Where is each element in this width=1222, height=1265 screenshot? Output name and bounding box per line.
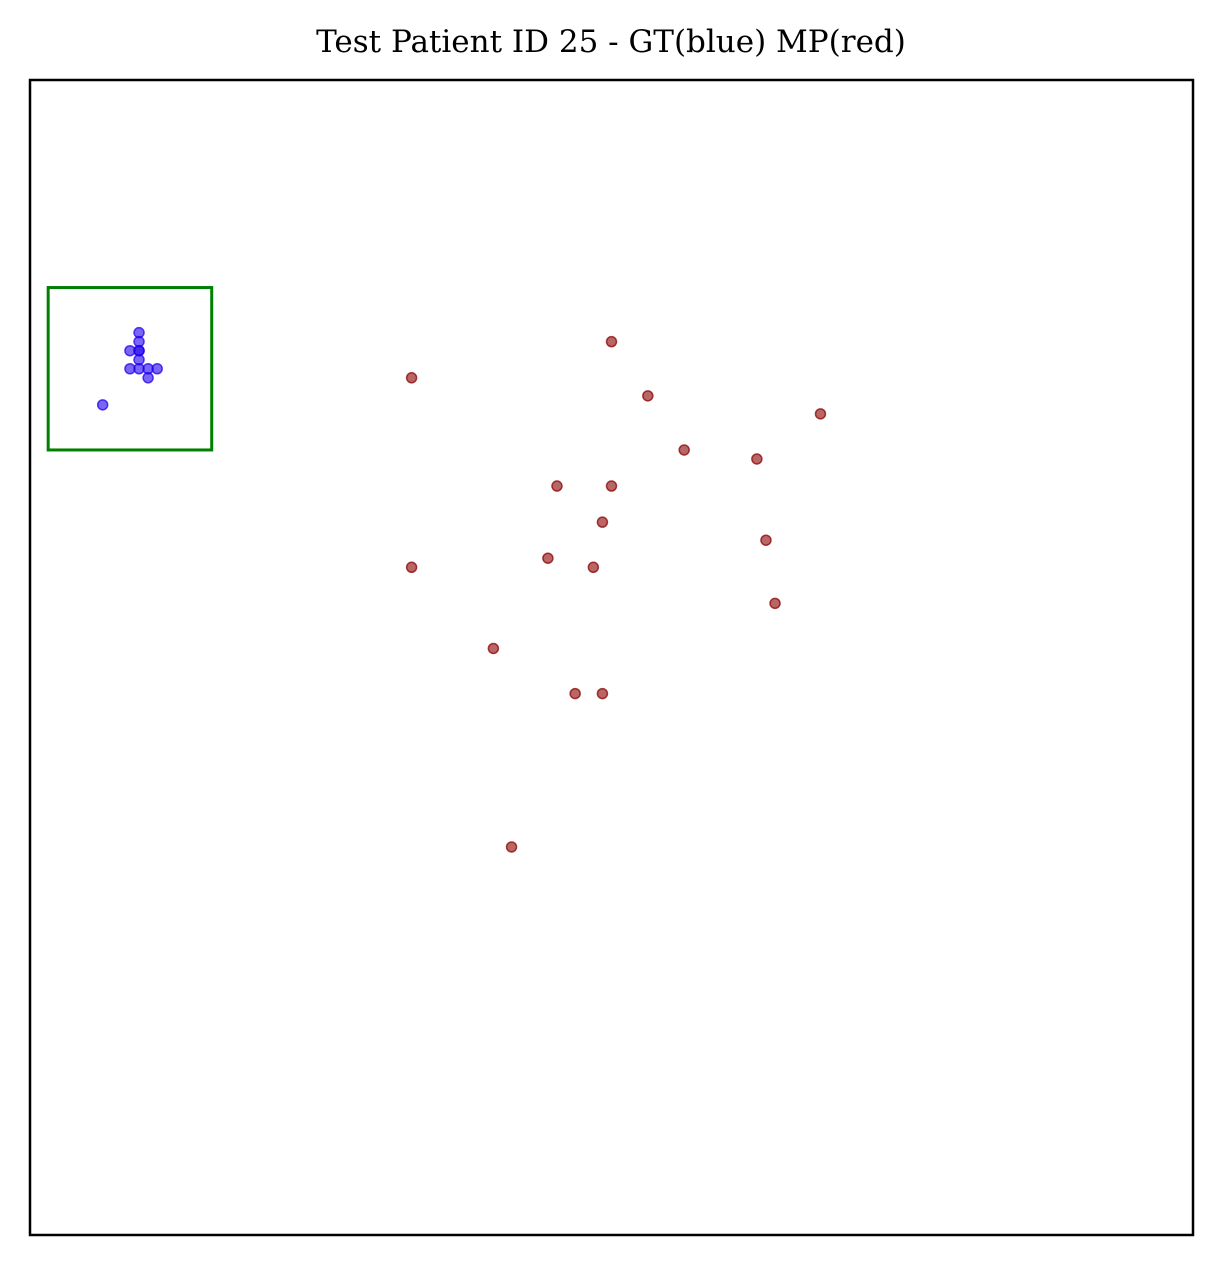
- mp-point: [760, 534, 772, 546]
- mp-point: [505, 841, 518, 853]
- mp-point: [596, 687, 609, 700]
- gt-point: [142, 372, 154, 384]
- mp-point: [596, 516, 609, 528]
- mp-point: [814, 408, 827, 420]
- mp-point: [569, 687, 581, 700]
- chart-title: Test Patient ID 25 - GT(blue) MP(red): [316, 24, 906, 60]
- mp-point: [642, 390, 654, 402]
- mp-point: [487, 642, 500, 655]
- mp-point: [769, 597, 781, 610]
- mp-point: [551, 480, 563, 492]
- mp-point: [605, 480, 618, 492]
- series-gt: [96, 326, 163, 411]
- gt-point: [151, 363, 163, 375]
- mp-point: [605, 335, 618, 348]
- gt-point: [96, 399, 109, 411]
- mp-point: [587, 561, 600, 574]
- series-mp: [405, 335, 827, 853]
- highlight-box: [46, 286, 214, 452]
- mp-point: [678, 444, 690, 456]
- mp-point: [751, 453, 763, 465]
- mp-point: [405, 561, 418, 574]
- mp-point: [405, 372, 418, 384]
- mp-point: [542, 552, 554, 564]
- plot-frame: [28, 78, 1195, 1237]
